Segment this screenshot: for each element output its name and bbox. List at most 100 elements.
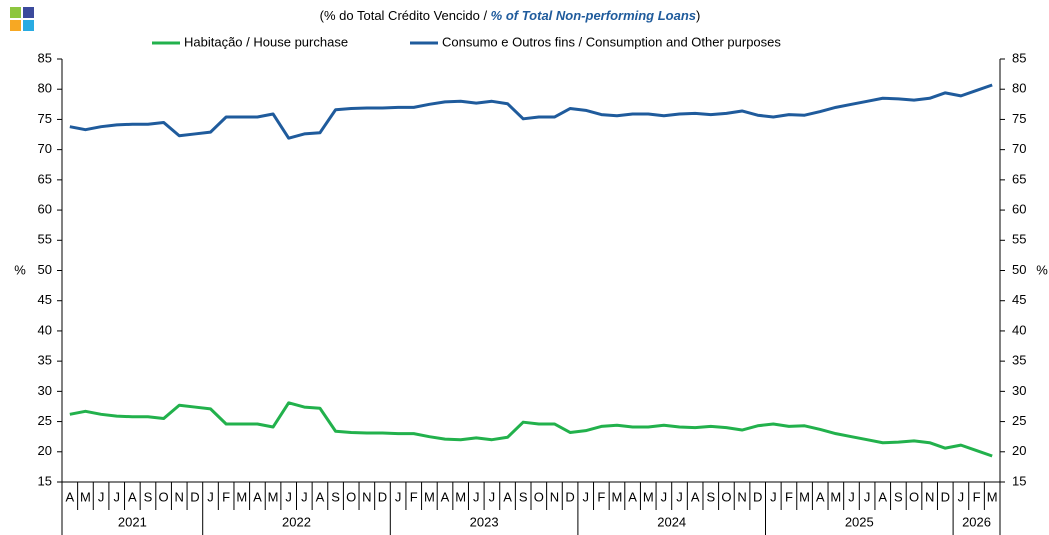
x-tick-label: J [489,489,496,504]
x-tick-label: D [941,489,950,504]
x-tick-label: S [144,489,153,504]
y-tick-label: 30 [38,383,52,398]
x-tick-label: J [207,489,214,504]
x-tick-label: M [236,489,247,504]
x-tick-label: N [175,489,184,504]
y2-tick-label: 65 [1012,171,1026,186]
logo [10,7,34,31]
x-tick-label: O [159,489,169,504]
x-tick-label: S [331,489,340,504]
y2-axis-label: % [1036,262,1048,277]
y2-tick-label: 50 [1012,262,1026,277]
year-label: 2025 [845,514,874,529]
x-tick-label: J [770,489,777,504]
legend-label: Consumo e Outros fins / Consumption and … [442,34,781,49]
x-tick-label: M [799,489,810,504]
x-tick-label: O [721,489,731,504]
x-tick-label: A [253,489,262,504]
x-tick-label: J [473,489,480,504]
x-tick-label: J [301,489,308,504]
x-tick-label: D [190,489,199,504]
x-tick-label: A [691,489,700,504]
x-tick-label: A [628,489,637,504]
x-tick-label: J [661,489,668,504]
x-tick-label: A [65,489,74,504]
year-label: 2026 [962,514,991,529]
y-tick-label: 15 [38,473,52,488]
x-tick-label: F [222,489,230,504]
y2-tick-label: 60 [1012,202,1026,217]
x-tick-label: A [878,489,887,504]
x-tick-label: A [503,489,512,504]
series-line [69,401,993,458]
x-tick-label: M [80,489,91,504]
legend-label: Habitação / House purchase [184,34,348,49]
chart-title: (% do Total Crédito Vencido / % of Total… [320,8,701,23]
x-tick-label: O [346,489,356,504]
y2-tick-label: 40 [1012,322,1026,337]
y-tick-label: 50 [38,262,52,277]
series-line [69,83,993,140]
y-tick-label: 55 [38,232,52,247]
y-tick-label: 70 [38,141,52,156]
x-tick-label: J [958,489,965,504]
y2-tick-label: 25 [1012,413,1026,428]
y2-tick-label: 30 [1012,383,1026,398]
x-tick-label: A [441,489,450,504]
y2-tick-label: 15 [1012,473,1026,488]
y-tick-label: 85 [38,50,52,65]
x-tick-label: O [534,489,544,504]
x-tick-label: S [519,489,528,504]
y-tick-label: 60 [38,202,52,217]
x-tick-label: A [128,489,137,504]
x-tick-label: A [816,489,825,504]
y2-tick-label: 75 [1012,111,1026,126]
x-tick-label: O [909,489,919,504]
y2-tick-label: 55 [1012,232,1026,247]
x-tick-label: A [316,489,325,504]
x-tick-label: M [612,489,623,504]
y-tick-label: 65 [38,171,52,186]
x-tick-label: N [737,489,746,504]
y2-tick-label: 80 [1012,81,1026,96]
y-tick-label: 45 [38,292,52,307]
x-tick-label: J [848,489,855,504]
x-tick-label: M [455,489,466,504]
x-tick-label: M [268,489,279,504]
x-tick-label: J [285,489,292,504]
y-tick-label: 80 [38,81,52,96]
x-tick-label: D [565,489,574,504]
y2-tick-label: 20 [1012,443,1026,458]
x-tick-label: M [424,489,435,504]
title-end: ) [696,8,700,23]
x-tick-label: N [925,489,934,504]
y2-tick-label: 45 [1012,292,1026,307]
x-tick-label: N [362,489,371,504]
year-label: 2023 [470,514,499,529]
y2-tick-label: 70 [1012,141,1026,156]
x-tick-label: F [410,489,418,504]
y-tick-label: 20 [38,443,52,458]
x-tick-label: F [597,489,605,504]
x-tick-label: D [378,489,387,504]
x-tick-label: J [864,489,871,504]
title-pt: (% do Total Crédito Vencido / [320,8,491,23]
x-tick-label: M [987,489,998,504]
year-label: 2024 [657,514,686,529]
y-tick-label: 75 [38,111,52,126]
year-label: 2022 [282,514,311,529]
x-tick-label: N [550,489,559,504]
y-axis-label: % [14,262,26,277]
x-tick-label: J [395,489,402,504]
x-tick-label: J [582,489,589,504]
y2-tick-label: 85 [1012,50,1026,65]
x-tick-label: F [785,489,793,504]
x-tick-label: J [98,489,105,504]
title-en: % of Total Non-performing Loans [491,8,696,23]
x-tick-label: F [973,489,981,504]
x-tick-label: M [643,489,654,504]
y-tick-label: 40 [38,322,52,337]
x-tick-label: J [113,489,120,504]
x-tick-label: J [676,489,683,504]
